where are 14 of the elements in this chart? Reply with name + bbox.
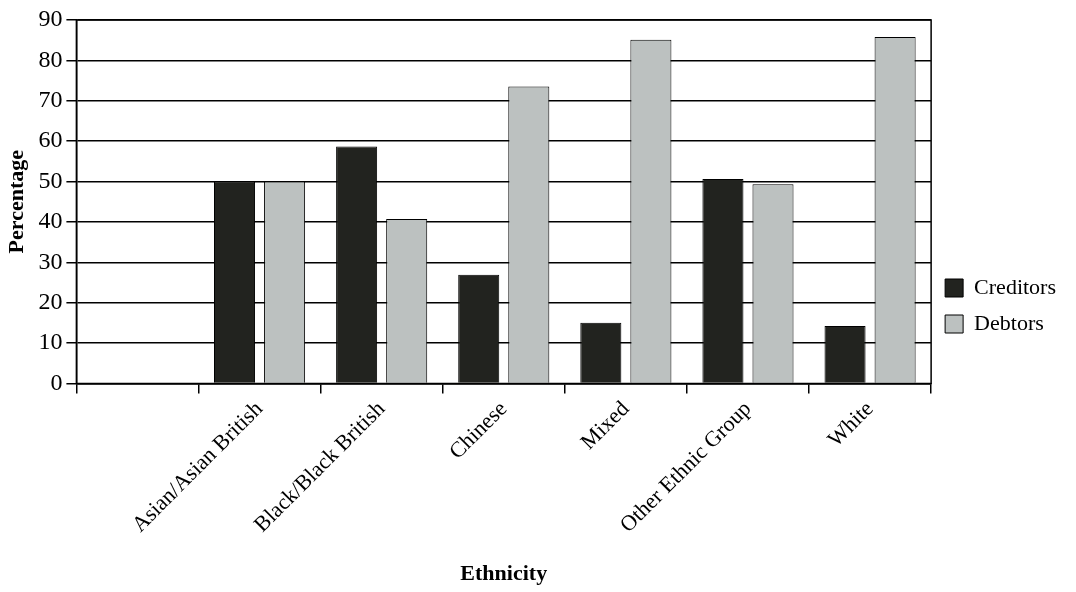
legend-label: Creditors	[974, 273, 1057, 299]
y-tick-label: 30	[38, 247, 63, 274]
legend-label: Debtors	[974, 309, 1044, 335]
y-tick-label: 40	[38, 207, 63, 234]
x-axis-title: Ethnicity	[460, 560, 548, 586]
y-tick-label: 90	[38, 5, 63, 32]
y-tick-label: 50	[38, 166, 63, 193]
y-tick-label: 70	[38, 86, 63, 113]
y-tick-label: 60	[38, 126, 63, 153]
y-axis-title: Percentage	[2, 149, 28, 254]
y-tick-label: 0	[50, 368, 63, 395]
y-tick-label: 80	[38, 45, 63, 72]
y-tick-label: 10	[38, 328, 63, 355]
y-tick-label: 20	[38, 287, 63, 314]
